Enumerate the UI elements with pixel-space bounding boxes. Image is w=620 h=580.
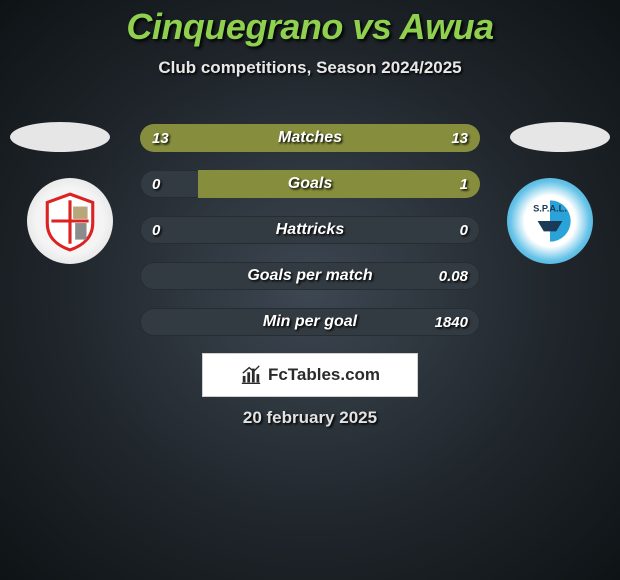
- source-logo: FcTables.com: [202, 353, 418, 397]
- comparison-card: Cinquegrano vs Awua Club competitions, S…: [0, 0, 620, 580]
- stat-label: Hattricks: [140, 221, 480, 239]
- stat-row: Goals0 1: [140, 170, 480, 198]
- stat-row: Min per goal1840: [140, 308, 480, 336]
- stat-bars: Matches1313Goals01Hattricks00Goals per m…: [140, 124, 480, 354]
- shield-crest-icon: [39, 190, 101, 252]
- stat-row: Matches13 13: [140, 124, 480, 152]
- spal-crest-icon: S.P.A.L.: [519, 190, 581, 252]
- page-title: Cinquegrano vs Awua: [0, 0, 620, 48]
- team-badge-right: S.P.A.L.: [507, 178, 593, 264]
- stat-row: Hattricks0 0: [140, 216, 480, 244]
- stat-value-right: 0: [460, 222, 468, 239]
- date-label: 20 february 2025: [0, 408, 620, 428]
- player-photo-right-placeholder: [510, 122, 610, 152]
- stat-value-left: 13: [152, 130, 169, 147]
- bar-chart-icon: [240, 364, 262, 386]
- source-logo-text: FcTables.com: [268, 365, 380, 385]
- stat-value-right: 1840: [435, 314, 468, 331]
- stat-value-right: 1: [460, 176, 468, 193]
- team-badge-left: [27, 178, 113, 264]
- stat-value-left: 0: [152, 222, 160, 239]
- stat-label: Goals: [140, 175, 480, 193]
- stat-label: Matches: [140, 129, 480, 147]
- stat-value-right: 0.08: [439, 268, 468, 285]
- stat-row: Goals per match0.08: [140, 262, 480, 290]
- stat-label: Min per goal: [140, 313, 480, 331]
- svg-text:S.P.A.L.: S.P.A.L.: [533, 204, 567, 214]
- stat-value-right: 13: [451, 130, 468, 147]
- stat-value-left: 0: [152, 176, 160, 193]
- page-subtitle: Club competitions, Season 2024/2025: [0, 58, 620, 78]
- player-photo-left-placeholder: [10, 122, 110, 152]
- stat-label: Goals per match: [140, 267, 480, 285]
